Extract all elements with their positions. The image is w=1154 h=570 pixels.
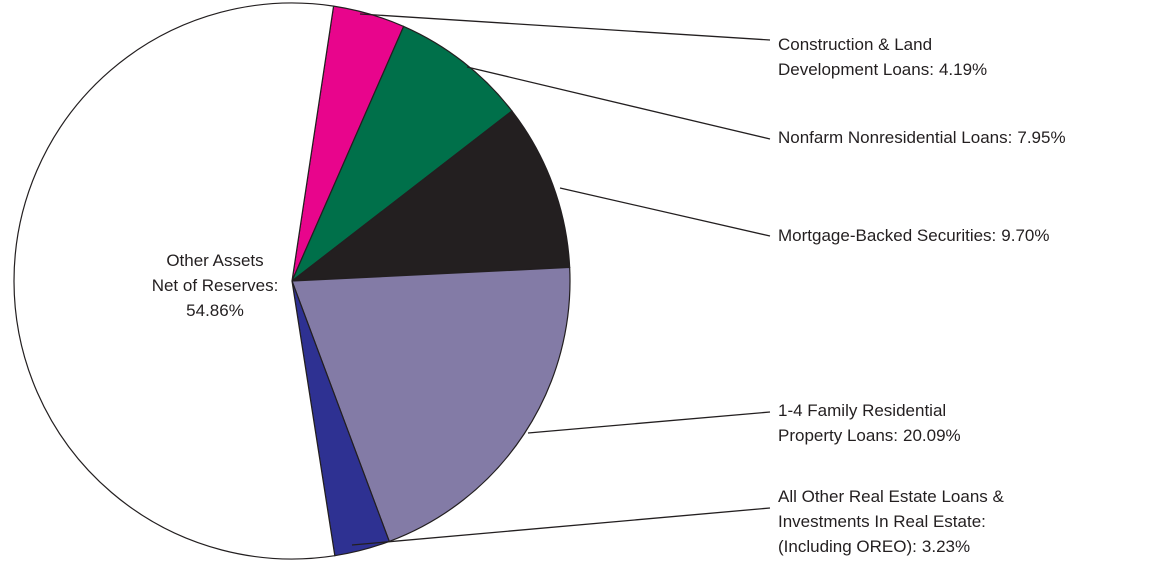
value-label: 7.95% [1017,128,1065,147]
label-line: Nonfarm Nonresidential Loans: [778,128,1012,147]
pie-slice [290,110,571,282]
value-label: 20.09% [903,426,961,445]
pie-slice [291,25,513,282]
label-line: Property Loans: [778,426,898,445]
slice-label: Other Assets Net of Reserves: 54.86% [152,251,279,320]
leader-line [527,411,771,434]
label-line: Mortgage-Backed Securities: [778,226,996,245]
value-label: 3.23% [922,537,970,556]
slice-label: 1-4 Family Residential Property Loans: 20.… [778,401,961,445]
leader-line [359,13,771,41]
value-label: 4.19% [939,60,987,79]
label-line: All Other Real Estate Loans & [778,487,1005,506]
pie-slice [291,266,571,543]
label-line: Other Assets [166,251,263,270]
slice-label: Construction & Land Development Loans: 4.1… [778,35,987,79]
leader-line [466,66,771,140]
slice-label: Mortgage-Backed Securities: 9.70% [778,226,1049,245]
value-label: 54.86% [186,301,244,320]
leader-line [351,507,771,546]
label-line: Development Loans: [778,60,934,79]
label-line: Investments In Real Estate: [778,512,986,531]
label-line: (Including OREO): [778,537,917,556]
value-label: 9.70% [1001,226,1049,245]
slice-label: All Other Real Estate Loans & Investments… [778,487,1005,556]
label-line: Net of Reserves: [152,276,279,295]
label-line: Construction & Land [778,35,932,54]
leader-line [559,187,771,237]
slice-label: Nonfarm Nonresidential Loans: 7.95% [778,128,1066,147]
label-line: 1-4 Family Residential [778,401,946,420]
pie-slice [13,2,336,560]
